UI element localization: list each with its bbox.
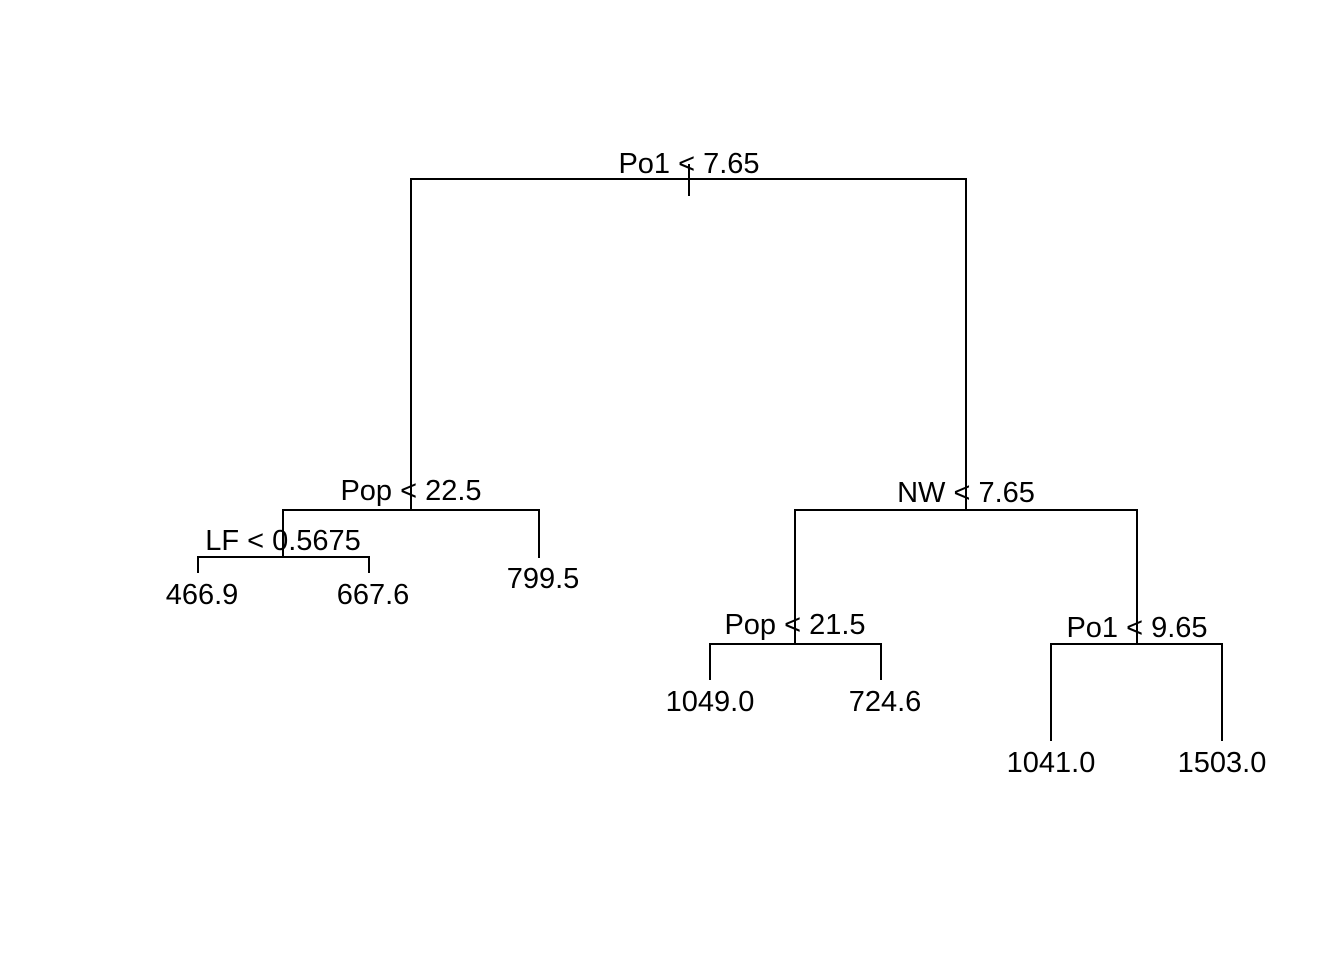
split-label-nw: NW < 7.65 [897,477,1035,509]
leaf-value-2: 667.6 [337,579,410,611]
leaf-value-7: 1503.0 [1178,747,1267,779]
leaf-value-4: 1049.0 [666,686,755,718]
leaf-value-1: 466.9 [166,579,239,611]
leaf-value-3: 799.5 [507,563,580,595]
split-label-pop-22-5: Pop < 22.5 [340,475,481,507]
split-label-po1-9-65: Po1 < 9.65 [1066,612,1207,644]
split-label-pop-21-5: Pop < 21.5 [724,609,865,641]
leaf-value-6: 1041.0 [1007,747,1096,779]
split-label-lf: LF < 0.5675 [205,525,361,557]
split-label-root: Po1 < 7.65 [618,148,759,180]
leaf-value-5: 724.6 [849,686,922,718]
